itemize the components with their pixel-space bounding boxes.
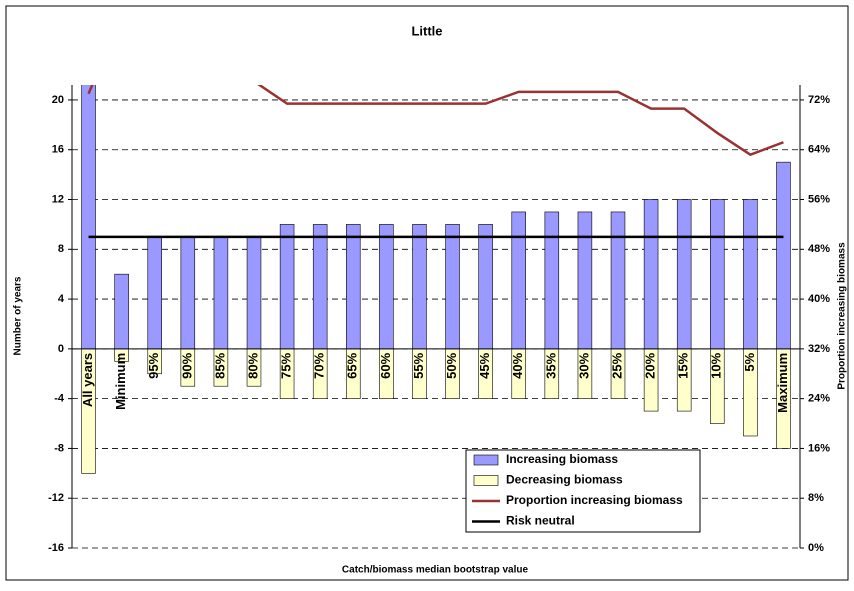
bar [743,199,758,350]
x-axis-label: Catch/biomass median bootstrap value [342,565,529,576]
bar [379,224,394,350]
legend-label: Proportion increasing biomass [506,493,683,507]
x-tick-label: Maximum [775,353,790,413]
bar [776,161,791,350]
y2-tick-label: 72% [808,94,830,106]
y-tick-label: 4 [58,293,65,305]
legend-label: Risk neutral [506,514,575,528]
y-tick-label: 0 [58,343,64,355]
bar [114,273,129,350]
x-tick-label: 40% [510,352,525,378]
bar [544,211,560,350]
bar [710,199,725,350]
y2-tick-label: 40% [808,293,830,305]
x-tick-label: 35% [543,352,558,378]
x-tick-label: 55% [411,352,426,378]
bar [279,224,295,350]
bar [610,211,626,350]
x-tick-label: 85% [212,352,227,378]
legend-label: Decreasing biomass [506,473,623,487]
legend-label: Increasing biomass [506,452,618,466]
y2-tick-label: 64% [808,144,830,156]
y2-tick-label: 8% [808,492,824,504]
x-tick-label: 70% [312,352,327,378]
bar [478,224,493,350]
y2-tick-label: 32% [808,343,830,355]
legend-swatch [473,454,499,466]
y-tick-label: -8 [54,442,64,454]
x-tick-label: 75% [279,352,294,378]
y2-tick-label: 56% [808,193,830,205]
x-tick-label: 60% [378,352,393,378]
x-tick-label: 45% [477,352,492,378]
legend-swatch [473,475,499,486]
x-tick-label: 95% [146,352,161,378]
bar [312,224,328,350]
bar [180,236,196,350]
x-tick-label: 15% [676,352,691,378]
x-tick-label: 5% [742,352,757,371]
bar [147,236,162,350]
plot-layer [81,85,791,474]
bar [346,224,361,350]
y2-tick-label: 24% [808,393,830,405]
bar [445,224,460,350]
bar [643,199,659,350]
y2-axis-label: Proportion increasing biomass [837,242,848,390]
y-tick-label: 8 [58,243,64,255]
bar [246,236,262,350]
line-series [87,85,784,157]
x-tick-label: 25% [609,352,624,378]
x-tick-label: 20% [643,352,658,378]
x-tick-label: 10% [709,352,724,378]
y2-tick-label: 16% [808,442,830,454]
chart-title: Little [411,23,442,38]
y2-tick-label: 48% [808,243,830,255]
x-tick-label: 65% [345,352,360,378]
x-tick-label: 50% [444,352,459,378]
bar [511,211,526,350]
bar [676,199,692,350]
bar [213,236,229,350]
y-tick-label: -16 [48,542,64,554]
y-tick-label: -12 [48,492,64,504]
legend-box [465,449,701,533]
x-tick-label: Minimum [113,353,128,410]
bar [577,211,593,350]
y-tick-label: -4 [54,393,65,405]
x-tick-label: 90% [179,352,194,378]
y-axis-label: Number of years [13,276,24,355]
y-tick-label: 16 [52,144,64,156]
y2-tick-label: 0% [808,542,824,554]
x-tick-label: 80% [245,352,260,378]
x-tick-label: All years [80,353,95,407]
bar [412,224,427,350]
x-tick-label: 30% [576,352,591,378]
y-tick-label: 20 [52,94,64,106]
y-tick-label: 12 [52,193,64,205]
